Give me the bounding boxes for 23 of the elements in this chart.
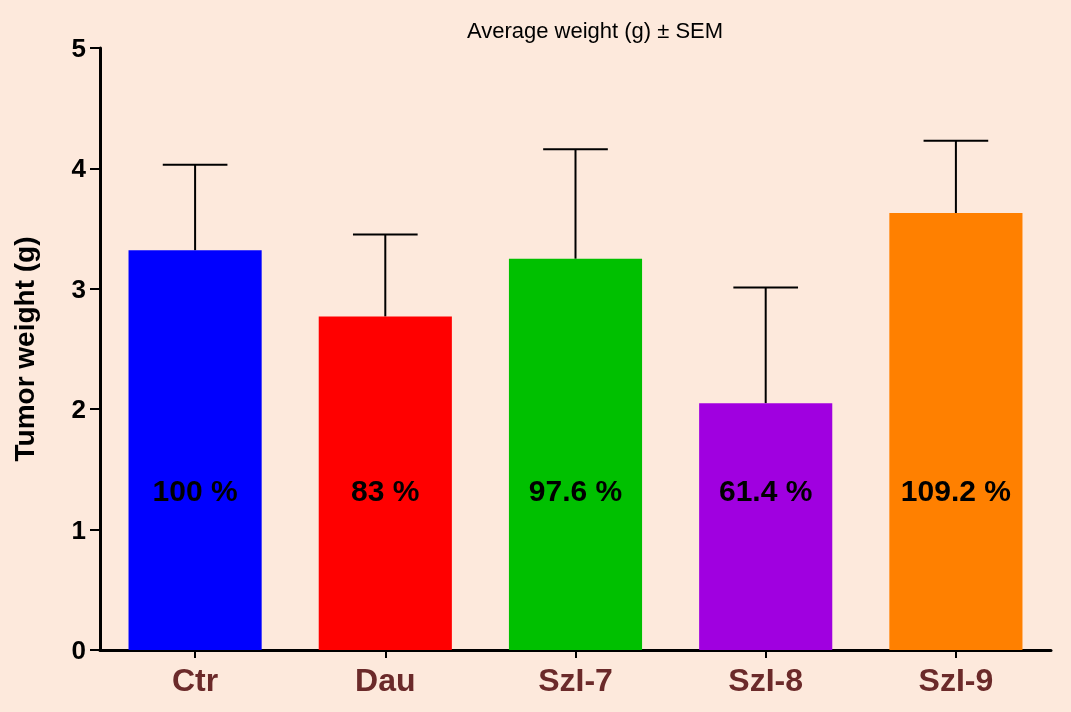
- bar: [318, 316, 452, 650]
- annotation: 83 %: [351, 473, 420, 507]
- y-tick-label: 5: [71, 33, 86, 63]
- y-tick-label: 0: [71, 635, 86, 665]
- chart-title: Average weight (g) ± SEM: [466, 17, 724, 43]
- bar: [508, 258, 643, 650]
- x-tick-label: Ctr: [171, 662, 219, 698]
- annotation: 100 %: [152, 473, 238, 507]
- annotation: 97.6 %: [528, 473, 623, 507]
- annotation: 61.4 %: [719, 473, 813, 507]
- bar: [128, 250, 262, 650]
- y-tick-label: 3: [71, 273, 86, 304]
- y-tick-label: 2: [71, 394, 86, 425]
- x-tick-label: SzI-9: [918, 662, 994, 698]
- x-tick-label: SzI-8: [728, 662, 804, 698]
- x-tick-label: SzI-7: [538, 662, 613, 698]
- annotation: 109.2 %: [900, 473, 1011, 507]
- y-axis-title: Tumor weight (g): [8, 236, 40, 462]
- y-tick-label: 4: [71, 153, 87, 184]
- bar: [699, 403, 833, 650]
- x-tick-label: Dau: [355, 662, 416, 698]
- bar: [889, 212, 1023, 650]
- y-tick-label: 1: [71, 514, 86, 545]
